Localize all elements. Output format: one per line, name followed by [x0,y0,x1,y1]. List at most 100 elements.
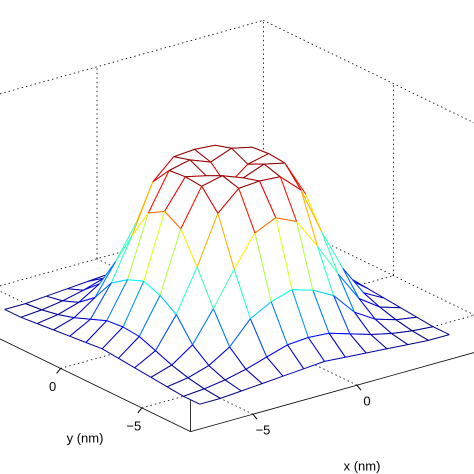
mesh-face [106,279,144,327]
mesh-edge [229,318,251,348]
mesh-edge [85,320,108,343]
mesh-edge [201,175,223,187]
mesh-face [62,283,100,303]
mesh-edge [300,190,318,247]
mesh-face [148,170,186,214]
mesh-edge [53,329,70,337]
mesh-face [74,283,112,320]
mesh-face [53,317,91,337]
mesh-face [370,333,408,349]
mesh-face [132,170,170,236]
mesh-face [238,181,276,234]
mesh-edge [259,176,281,182]
mesh-edge [337,273,355,313]
mesh-edge [180,186,203,230]
mesh-edge [53,317,75,331]
mesh-face [259,176,297,222]
mesh-edge [261,375,284,385]
mesh-edge [384,297,401,309]
mesh-edge [379,306,401,309]
mesh-edge [324,356,346,362]
mesh-face [118,336,156,368]
mesh-edge [69,335,87,343]
mesh-edge [349,333,371,335]
mesh-edge [20,316,38,325]
mesh-edge [395,319,413,332]
mesh-face [180,186,218,268]
mesh-edge [407,339,429,346]
mesh-edge [115,235,133,262]
mesh-edge [238,188,256,234]
mesh-edge [279,176,298,222]
mesh-edge [250,301,272,320]
mesh-edge [363,292,385,299]
mesh-face [37,314,75,330]
mesh-edge [363,292,381,308]
mesh-edge [303,360,325,370]
mesh-edge [212,308,231,348]
mesh-edge [296,221,314,291]
mesh-edge [233,232,256,270]
mesh-edge [41,309,59,316]
mesh-edge [173,156,191,161]
mesh-face [58,297,96,318]
mesh-face [280,176,318,247]
mesh-edge [354,311,376,320]
mesh-edge [134,367,152,378]
mesh-edge [37,314,59,325]
mesh-edge [386,344,408,350]
mesh-edge [353,311,372,335]
mesh-edge [247,153,269,165]
mesh-face [90,279,128,321]
mesh-edge [287,337,309,346]
mesh-edge [411,330,429,341]
mesh-face [271,289,309,345]
mesh-edge [215,144,232,149]
x-tick-label: 0 [363,394,370,409]
mesh-face [210,148,248,186]
mesh-edge [118,336,140,359]
mesh-edge [4,303,26,310]
mesh-edge [37,323,54,331]
mesh-edge [115,221,138,262]
mesh-edge [62,289,84,302]
mesh-edge [62,300,79,303]
mesh-edge [263,163,281,178]
mesh-face [213,269,251,347]
mesh-edge [210,147,232,163]
mesh-edge [46,295,63,302]
mesh-edge [238,180,260,189]
mesh-edge [138,295,161,337]
mesh-face [41,300,79,315]
mesh-edge [67,288,84,291]
mesh-edge [152,156,175,183]
mesh-edge [194,144,216,150]
mesh-face [247,153,285,165]
mesh-edge [345,352,367,358]
mesh-edge [266,344,288,358]
x-axis-label: x (nm) [344,458,381,473]
mesh-edge [375,318,397,321]
mesh-edge [74,317,91,320]
mesh-edge [280,176,302,191]
mesh-edge [189,159,207,177]
mesh-edge [400,307,418,318]
mesh-edge [168,170,186,178]
mesh-face [160,228,198,315]
mesh-edge [83,283,100,291]
mesh-edge [192,308,214,346]
mesh-edge [166,386,184,397]
mesh-edge [312,289,334,297]
mesh-edge [83,277,105,291]
mesh-edge [69,318,91,337]
mesh-edge [245,368,263,384]
mesh-edge [222,175,244,179]
mesh-edge [111,279,128,284]
mesh-edge [249,318,268,358]
mesh-face [317,246,355,313]
mesh-edge [270,289,293,303]
mesh-edge [78,283,100,303]
y-tick [56,368,61,374]
mesh-edge [217,188,240,214]
mesh-edge [307,337,325,362]
